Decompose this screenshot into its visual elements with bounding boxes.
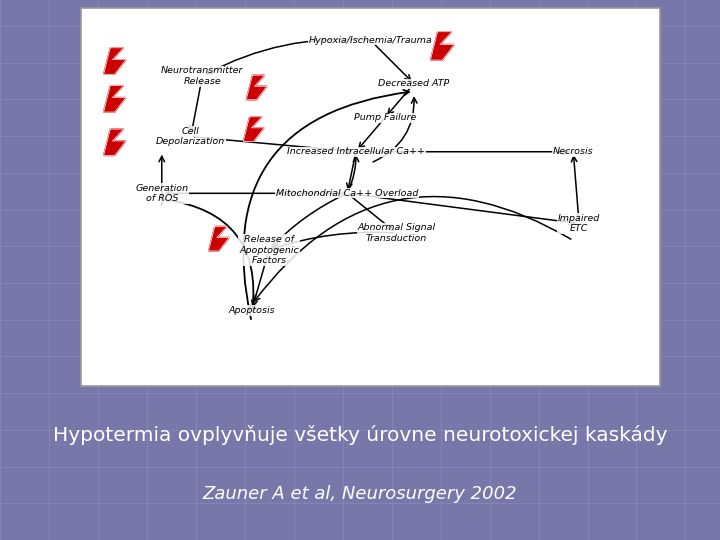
- FancyBboxPatch shape: [81, 8, 660, 386]
- Text: Increased Intracellular Ca++: Increased Intracellular Ca++: [287, 147, 425, 156]
- Text: Zauner A et al, Neurosurgery 2002: Zauner A et al, Neurosurgery 2002: [203, 485, 517, 503]
- Polygon shape: [431, 32, 454, 60]
- Polygon shape: [104, 85, 126, 112]
- Text: Generation
of ROS: Generation of ROS: [135, 184, 189, 203]
- Polygon shape: [104, 48, 126, 75]
- Text: Mitochondrial Ca++ Overload: Mitochondrial Ca++ Overload: [276, 189, 418, 198]
- Text: Hypotermia ovplyvňuje všetky úrovne neurotoxickej kaskády: Hypotermia ovplyvňuje všetky úrovne neur…: [53, 424, 667, 445]
- Text: Pump Failure: Pump Failure: [354, 113, 416, 122]
- Text: Release of
Apoptogenic
Factors: Release of Apoptogenic Factors: [239, 235, 299, 265]
- Polygon shape: [246, 75, 267, 100]
- Text: Decreased ATP: Decreased ATP: [378, 79, 449, 88]
- Text: Cell
Depolarization: Cell Depolarization: [156, 127, 225, 146]
- Text: Necrosis: Necrosis: [553, 147, 593, 156]
- Text: Apoptosis: Apoptosis: [228, 306, 275, 315]
- Text: Abnormal Signal
Transduction: Abnormal Signal Transduction: [357, 224, 436, 242]
- Polygon shape: [104, 129, 126, 156]
- Text: Impaired
ETC: Impaired ETC: [558, 214, 600, 233]
- Polygon shape: [243, 117, 264, 141]
- Polygon shape: [209, 226, 229, 251]
- Text: Hypoxia/Ischemia/Trauma: Hypoxia/Ischemia/Trauma: [309, 36, 432, 45]
- Text: Neurotransmitter
Release: Neurotransmitter Release: [161, 66, 243, 86]
